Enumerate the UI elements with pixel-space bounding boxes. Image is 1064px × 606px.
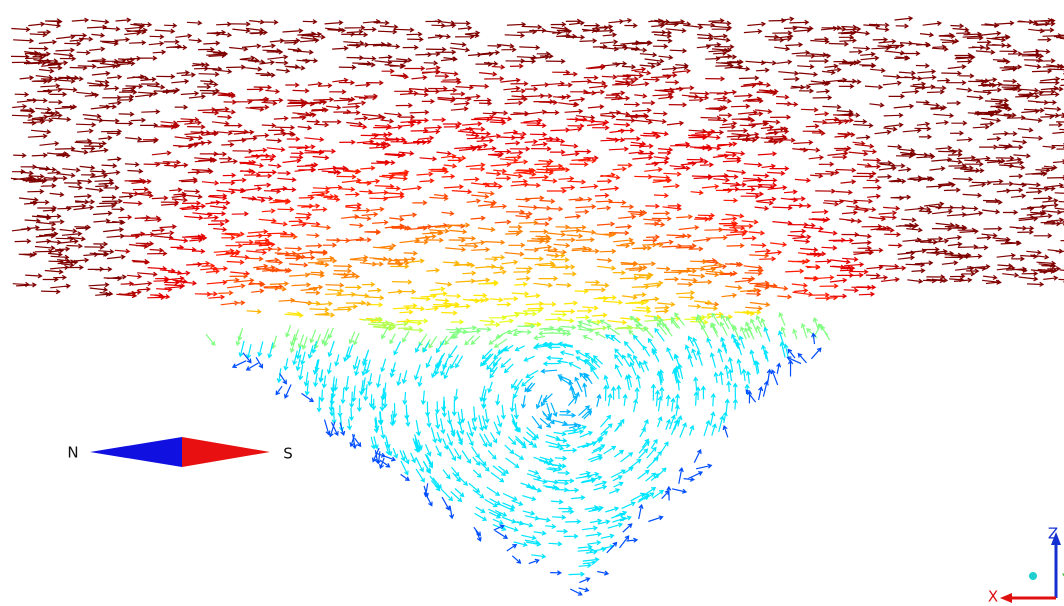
velocity-vectors: [147, 115, 875, 299]
triad-origin-marker: [1029, 572, 1037, 580]
compass-south-label: S: [283, 445, 293, 463]
velocity-vectors: [268, 221, 769, 311]
velocity-vectors: [239, 328, 789, 576]
compass: N S: [67, 437, 292, 467]
compass-north-label: N: [67, 444, 78, 462]
compass-south-arrow: [182, 437, 270, 467]
velocity-vectors: [206, 313, 830, 352]
vector-field: [11, 17, 1064, 596]
page: N S Z X Y (() => { const data = JSON.par…: [0, 0, 1064, 606]
vector-field-view: N S Z X Y: [0, 0, 1064, 606]
x-axis-head: [1000, 593, 1012, 603]
z-axis-label: Z: [1048, 525, 1058, 543]
x-axis-label: X: [988, 588, 998, 606]
axis-triad: Z X Y: [988, 525, 1064, 606]
velocity-vectors: [522, 369, 601, 428]
compass-north-arrow: [90, 437, 182, 467]
velocity-vectors: [11, 17, 1064, 297]
velocity-vectors: [218, 191, 791, 305]
